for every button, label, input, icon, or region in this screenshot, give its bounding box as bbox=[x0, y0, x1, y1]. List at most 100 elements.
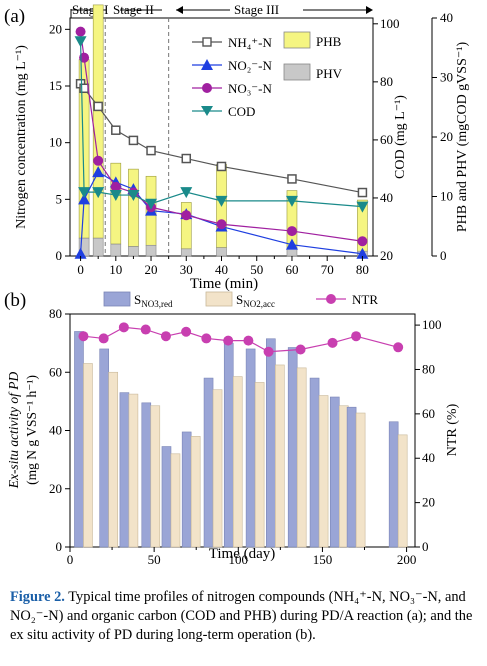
phb-bar bbox=[92, 4, 104, 239]
s-no2-bar bbox=[150, 405, 161, 548]
ntr-point bbox=[181, 326, 192, 337]
s-no3-bar bbox=[287, 347, 298, 548]
s-no2-bar bbox=[296, 367, 307, 548]
a-phb-tick-label: 10 bbox=[440, 189, 453, 204]
panel-b-ylabel-left: Ex-situ activity of PD (mg N g VSS⁻¹ h⁻¹… bbox=[6, 371, 39, 489]
a-yl-tick-label: 0 bbox=[56, 248, 63, 263]
no2-point bbox=[74, 247, 87, 259]
s-no2-bar bbox=[190, 436, 201, 548]
no3-point bbox=[286, 226, 297, 237]
no2-point bbox=[78, 193, 91, 205]
s-no3-bar bbox=[346, 406, 357, 548]
s-no3-bar bbox=[141, 402, 152, 548]
figure-caption: Figure 2. Typical time profiles of nitro… bbox=[10, 588, 480, 645]
nh4-point bbox=[357, 187, 368, 198]
s-no3-bar bbox=[99, 348, 110, 548]
b-yl-tick-label: 40 bbox=[49, 423, 62, 438]
panel-b-label: (b) bbox=[4, 290, 26, 311]
b-yr-tick-label: 80 bbox=[422, 361, 435, 376]
phv-bar bbox=[145, 244, 157, 257]
panel-a-label: (a) bbox=[4, 6, 25, 27]
no2-point bbox=[356, 247, 369, 259]
caption-text: Typical time profiles of nitrogen compou… bbox=[10, 589, 473, 643]
ntr-point bbox=[351, 331, 362, 342]
ntr-line bbox=[83, 326, 399, 353]
panel-a-plot: 0 10 20 30 40 50 60 70 80 0 5 10 15 20 20 40 60 80 100 0 10 2… bbox=[49, 4, 453, 277]
legend-nh4: NH₄⁺-N bbox=[228, 35, 272, 50]
a-x-tick-label: 20 bbox=[145, 262, 158, 277]
b-yr-tick-label: 40 bbox=[422, 450, 435, 465]
s-no2-bar bbox=[83, 363, 93, 548]
ntr-point bbox=[223, 335, 234, 346]
b-yr-tick-label: 0 bbox=[422, 539, 429, 554]
ntr-point bbox=[243, 335, 254, 346]
panel-a-xlabel: Time (min) bbox=[190, 276, 258, 292]
a-cod-tick-label: 100 bbox=[380, 16, 400, 31]
phv-bar bbox=[92, 237, 104, 257]
stage-label-2: Stage II bbox=[113, 2, 154, 17]
panel-a-ylabel-cod: COD (mg L⁻¹) bbox=[393, 95, 408, 179]
caption-label: Figure 2. bbox=[10, 589, 65, 605]
cod-point bbox=[127, 190, 140, 202]
a-yl-tick-label: 15 bbox=[49, 78, 62, 93]
legend-phb: PHB bbox=[316, 34, 342, 49]
cod-point bbox=[74, 36, 87, 48]
a-yl-tick-label: 20 bbox=[49, 21, 62, 36]
s-no3-bar bbox=[161, 446, 172, 548]
nh4-point bbox=[146, 145, 156, 156]
b-x-tick-label: 200 bbox=[397, 552, 417, 567]
a-phb-tick-label: 0 bbox=[440, 248, 447, 263]
cod-point bbox=[215, 195, 228, 207]
s-no2-bar bbox=[170, 453, 181, 548]
ntr-point bbox=[295, 344, 306, 355]
nh4-point bbox=[93, 101, 103, 112]
s-no2-bar bbox=[212, 389, 223, 548]
phb-bar bbox=[110, 162, 122, 245]
no2-point bbox=[285, 238, 298, 250]
s-no3-bar bbox=[119, 392, 130, 548]
s-no2-bar bbox=[108, 371, 119, 548]
no3-point bbox=[75, 26, 86, 37]
nh4-point bbox=[216, 161, 227, 172]
stage-band: Stage I Stage II Stage III bbox=[70, 2, 373, 18]
cod-point bbox=[92, 187, 105, 199]
nh4-point bbox=[287, 174, 297, 184]
s-no2-bar bbox=[355, 412, 366, 548]
no3-point bbox=[357, 236, 368, 247]
figure: (a) Stage I Stage II Stage III 0 10 20 30 40… bbox=[4, 2, 470, 567]
panel-b-ylabel-left-line1: Ex-situ activity of PD bbox=[6, 371, 21, 489]
a-x-tick-label: 10 bbox=[109, 262, 122, 277]
a-phb-tick-label: 30 bbox=[440, 70, 453, 85]
phv-bar bbox=[216, 247, 227, 257]
a-cod-tick-label: 40 bbox=[380, 190, 393, 205]
b-yr-tick-label: 100 bbox=[422, 317, 442, 332]
series-line-0 bbox=[80, 83, 363, 194]
b-yl-tick-label: 60 bbox=[49, 364, 62, 379]
a-x-tick-label: 0 bbox=[77, 262, 84, 277]
s-no2-bar bbox=[397, 434, 408, 548]
s-no3-bar bbox=[388, 421, 399, 548]
b-yl-tick-label: 20 bbox=[49, 481, 62, 496]
ntr-point bbox=[393, 342, 404, 353]
a-cod-tick-label: 60 bbox=[380, 132, 393, 147]
no2-point bbox=[92, 166, 105, 178]
legend-ntr: NTR bbox=[352, 292, 378, 307]
no3-point bbox=[93, 155, 104, 166]
no3-point bbox=[181, 210, 192, 221]
phb-bar bbox=[128, 168, 139, 247]
panel-b-xlabel: Time (day) bbox=[209, 546, 276, 562]
s-no2-bar bbox=[254, 382, 265, 548]
b-yl-tick-label: 80 bbox=[49, 306, 62, 321]
a-yl-tick-label: 5 bbox=[56, 191, 63, 206]
legend-cod: COD bbox=[228, 104, 255, 119]
b-yr-tick-label: 20 bbox=[422, 495, 435, 510]
b-yr-tick-label: 60 bbox=[422, 406, 435, 421]
cod-point bbox=[285, 195, 298, 207]
legend-no2: NO₂⁻-N bbox=[228, 58, 272, 73]
legend-s-no2: SNO2,acc bbox=[236, 292, 275, 309]
cod-point bbox=[180, 187, 193, 199]
s-no2-bar bbox=[275, 364, 285, 548]
a-x-tick-label: 70 bbox=[321, 262, 334, 277]
b-x-tick-label: 150 bbox=[313, 552, 333, 567]
a-x-tick-label: 80 bbox=[356, 262, 369, 277]
